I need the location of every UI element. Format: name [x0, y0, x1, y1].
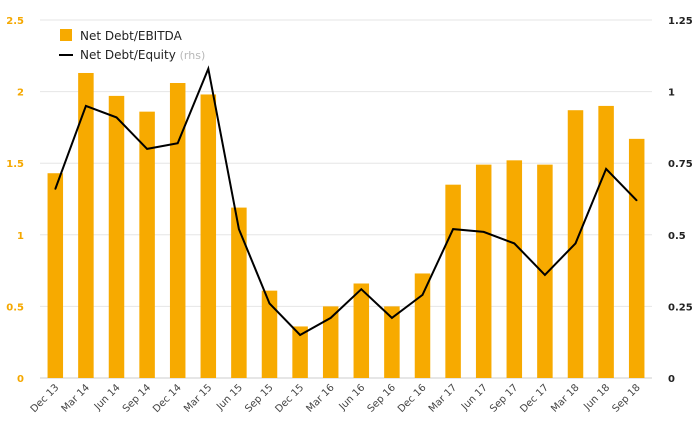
- x-tick-label: Mar 18: [549, 382, 581, 414]
- line-point: [544, 274, 546, 276]
- bar: [108, 95, 125, 379]
- legend-label-equity: Net Debt/Equity: [80, 48, 176, 62]
- right-tick-label: 0.75: [668, 159, 693, 170]
- x-tick-label: Sep 17: [488, 382, 520, 414]
- svg-text:Net Debt/Equity (rhs): Net Debt/Equity (rhs): [80, 48, 205, 62]
- bar: [506, 160, 523, 378]
- line-point: [85, 105, 87, 107]
- x-tick-label: Jun 14: [92, 382, 123, 413]
- bar: [261, 290, 278, 378]
- x-tick-label: Dec 13: [29, 382, 62, 415]
- line-point: [360, 288, 363, 291]
- bar: [292, 326, 308, 378]
- line-point: [482, 231, 485, 233]
- left-axis: 0 0.5 1 1.5 2 2.5: [6, 16, 24, 385]
- left-tick-label: 1.5: [6, 159, 24, 170]
- bar: [353, 283, 370, 378]
- line-series-net-debt-equity: [54, 65, 638, 337]
- line-point: [176, 142, 179, 144]
- line-point: [635, 199, 638, 202]
- gridlines: [40, 19, 652, 379]
- line-point: [207, 67, 210, 70]
- x-tick-label: Mar 17: [427, 382, 459, 414]
- line-point: [238, 228, 240, 230]
- bar: [78, 72, 94, 378]
- line-point: [115, 116, 118, 119]
- bar: [200, 94, 217, 379]
- series-line: [54, 65, 638, 337]
- line-point: [391, 317, 393, 319]
- right-axis: 0 0.25 0.5 0.75 1 1.25: [668, 16, 693, 385]
- bar-series-net-debt-ebitda: [47, 72, 645, 379]
- bar: [322, 306, 339, 378]
- line-point: [421, 294, 424, 296]
- x-tick-label: Mar 15: [182, 382, 214, 414]
- x-tick-label: Sep 18: [610, 382, 642, 414]
- bar: [231, 207, 247, 378]
- legend-swatch-ebitda: [60, 29, 72, 41]
- right-tick-label: 0.5: [668, 231, 686, 242]
- x-tick-label: Mar 14: [60, 382, 92, 414]
- left-tick-label: 1: [17, 231, 24, 242]
- line-point: [513, 242, 516, 245]
- bar: [445, 184, 461, 378]
- right-tick-label: 1.25: [668, 16, 693, 27]
- left-tick-label: 2: [17, 88, 24, 99]
- line-point: [268, 302, 271, 305]
- x-tick-label: Jun 16: [337, 382, 368, 413]
- x-tick-label: Sep 14: [121, 382, 153, 414]
- x-tick-label: Jun 18: [581, 382, 612, 413]
- line-point: [146, 148, 148, 150]
- right-tick-label: 0: [668, 374, 675, 385]
- right-tick-label: 1: [668, 88, 675, 99]
- bar: [537, 164, 553, 378]
- bar: [384, 306, 400, 378]
- bar: [598, 105, 614, 379]
- legend-label-equity-suffix: (rhs): [180, 49, 206, 62]
- bar: [139, 111, 155, 378]
- line-point: [54, 188, 57, 190]
- bar: [628, 138, 645, 378]
- left-tick-label: 0.5: [6, 302, 24, 313]
- right-tick-label: 0.25: [668, 302, 693, 313]
- x-tick-label: Dec 14: [151, 382, 184, 415]
- line-point: [574, 242, 577, 245]
- line-point: [329, 317, 332, 319]
- bar: [47, 173, 64, 378]
- bar: [169, 83, 186, 379]
- legend-label-ebitda: Net Debt/EBITDA: [80, 29, 183, 43]
- line-point: [299, 334, 301, 336]
- x-tick-label: Mar 16: [304, 382, 336, 414]
- x-tick-label: Dec 17: [518, 382, 551, 415]
- legend: Net Debt/EBITDA Net Debt/Equity (rhs): [59, 29, 205, 62]
- x-tick-label: Sep 16: [366, 382, 398, 414]
- bar: [414, 273, 431, 378]
- x-tick-label: Jun 15: [214, 382, 245, 413]
- x-tick-label: Dec 16: [396, 382, 429, 415]
- left-tick-label: 2.5: [6, 16, 24, 27]
- x-tick-label: Sep 15: [243, 382, 275, 414]
- x-tick-label: Dec 15: [274, 382, 307, 415]
- left-tick-label: 0: [17, 374, 24, 385]
- line-point: [452, 228, 454, 230]
- bar: [475, 164, 492, 378]
- line-point: [605, 168, 607, 170]
- x-tick-label: Jun 17: [459, 382, 490, 413]
